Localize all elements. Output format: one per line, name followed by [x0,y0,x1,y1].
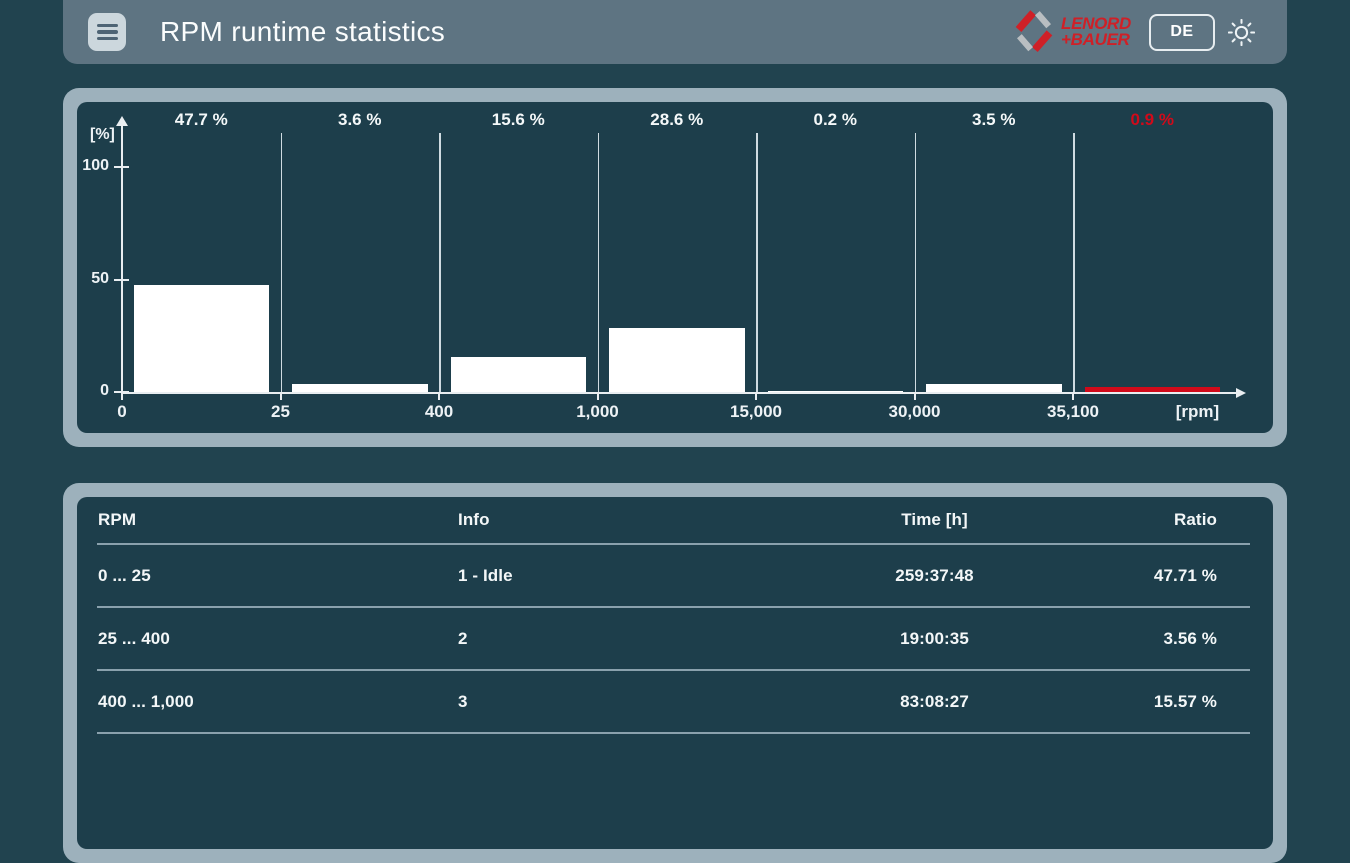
table-cell: 3 [457,670,817,734]
logo-line1: LENORD [1061,14,1131,33]
table-cell: 400 ... 1,000 [97,670,457,734]
x-tick [755,392,757,400]
table-cell: 0 ... 25 [97,544,457,608]
bar-percentage-label: 0.9 % [1130,110,1174,129]
x-tick-label: 35,100 [1047,402,1099,421]
table-row: 25 ... 400 2 19:00:35 3.56 % [97,607,1250,671]
histogram-bar [133,284,269,392]
x-axis-unit-label: [rpm] [1175,402,1220,421]
table-cell: 3.56 % [1052,607,1250,671]
rpm-histogram-chart: [%] 0 50 100 [rpm] 0 25 400 1,000 15,000 30,000 35,… [77,102,1273,433]
y-tick [114,166,129,168]
table-row: 0 ... 25 1 - Idle 259:37:48 47.71 % [97,544,1250,608]
column-header-rpm: RPM [97,497,457,545]
bin-separator-line [597,133,599,392]
x-tick-label: 1,000 [576,402,619,421]
x-tick [121,392,123,400]
table-panel: RPM Info Time [h] Ratio 0 ... 25 1 - Idle 259… [63,483,1287,863]
y-tick-label: 100 [82,157,109,174]
histogram-bar [609,327,745,392]
chart-panel: [%] 0 50 100 [rpm] 0 25 400 1,000 15,000 30,000 35,… [63,88,1287,447]
table-header-row: RPM Info Time [h] Ratio [97,497,1250,545]
table-cell: 19:00:35 [817,607,1052,671]
x-tick-label: 0 [117,402,127,421]
stats-table: RPM Info Time [h] Ratio 0 ... 25 1 - Idle 259… [97,497,1250,734]
bin-separator-line [1073,133,1075,392]
column-header-ratio: Ratio [1052,497,1250,545]
column-header-info: Info [457,497,817,545]
table-row: 400 ... 1,000 3 83:08:27 15.57 % [97,670,1250,734]
bar-percentage-label: 3.5 % [972,110,1016,129]
bin-separator-line [756,133,758,392]
histogram-bar [767,390,903,392]
x-tick-label: 15,000 [730,402,782,421]
x-tick [913,392,916,400]
x-tick [279,392,282,400]
x-axis-line [122,392,1236,394]
y-tick [114,278,129,281]
table-cell: 47.71 % [1052,544,1250,608]
column-header-time-h: Time [h] [817,497,1052,545]
brightness-icon[interactable] [1228,18,1255,46]
y-axis-arrow [116,116,128,126]
bar-percentage-label: 0.2 % [813,110,857,129]
x-tick [1072,392,1074,400]
overrange-bar [1084,387,1220,392]
header-bar: RPM runtime statistics LENORD +BAUER DE [63,0,1287,64]
bin-separator-line [280,133,282,392]
table-cell: 15.57 % [1052,670,1250,734]
logo-mark-icon [1015,10,1053,53]
lenord-bauer-logo: LENORD +BAUER [1013,9,1131,55]
table-panel-inner: RPM Info Time [h] Ratio 0 ... 25 1 - Idle 259… [77,497,1273,849]
histogram-bar [926,384,1062,392]
header-right: LENORD +BAUER DE [1013,9,1287,55]
histogram-bar [450,356,586,392]
bar-percentage-label: 47.7 % [174,110,228,129]
logo-line2: +BAUER [1061,30,1130,49]
bar-percentage-label: 15.6 % [491,110,545,129]
histogram-bar [292,383,428,392]
y-tick-label: 0 [100,382,109,399]
table-cell: 259:37:48 [817,544,1052,608]
x-axis-arrow [1235,388,1246,398]
bar-percentage-label: 3.6 % [338,110,382,129]
y-tick-label: 50 [91,269,109,287]
x-tick [438,392,440,400]
language-button[interactable]: DE [1149,13,1215,51]
bin-separator-line [914,133,916,392]
bar-percentage-label: 28.6 % [650,110,704,129]
table-cell: 83:08:27 [817,670,1052,734]
x-tick-label: 30,000 [888,402,941,421]
y-axis-line [121,126,123,392]
x-tick-label: 400 [424,402,454,421]
bin-separator-line [439,133,441,392]
table-cell: 1 - Idle [457,544,817,608]
page-title: RPM runtime statistics [160,16,446,47]
table-cell: 2 [457,607,817,671]
hamburger-icon [96,23,118,28]
x-tick [596,392,599,400]
y-axis-unit-label: [%] [90,126,115,143]
logo-text: LENORD +BAUER [1061,14,1131,49]
table-cell: 25 ... 400 [97,607,457,671]
menu-button[interactable] [88,13,126,51]
x-tick-label: 25 [271,402,290,421]
